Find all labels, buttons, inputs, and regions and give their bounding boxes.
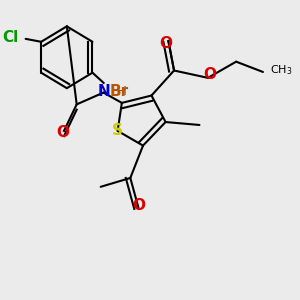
Text: O: O (159, 37, 172, 52)
Text: Cl: Cl (2, 30, 18, 45)
Text: Br: Br (110, 84, 129, 99)
Text: O: O (56, 125, 69, 140)
Text: H: H (117, 85, 127, 98)
Text: N: N (97, 84, 110, 99)
Text: CH$_3$: CH$_3$ (270, 64, 292, 77)
Text: O: O (132, 198, 145, 213)
Text: O: O (203, 68, 216, 82)
Text: S: S (112, 123, 123, 138)
